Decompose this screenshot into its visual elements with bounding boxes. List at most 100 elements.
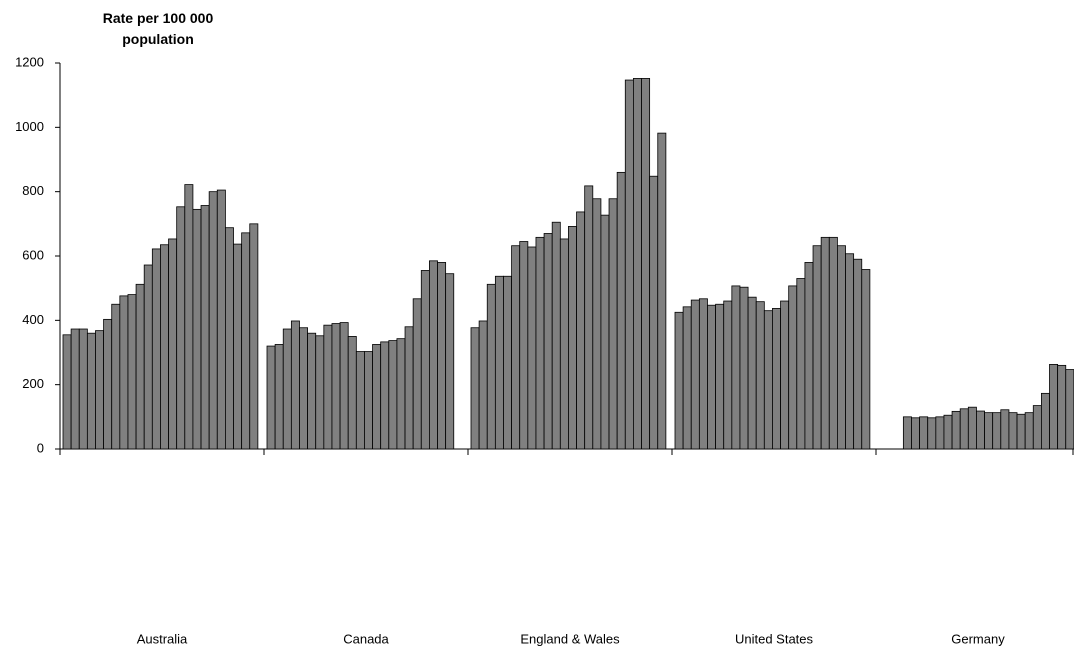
bar bbox=[331, 323, 341, 450]
bar bbox=[845, 253, 855, 450]
bar bbox=[95, 330, 105, 450]
bar bbox=[266, 345, 276, 450]
bar bbox=[828, 236, 838, 450]
bar bbox=[1016, 413, 1026, 450]
bar bbox=[241, 232, 251, 450]
bar bbox=[200, 205, 210, 450]
bar bbox=[568, 226, 577, 450]
bar bbox=[853, 258, 863, 450]
bar bbox=[919, 416, 929, 450]
bar bbox=[445, 273, 455, 450]
y-tick-label: 0 bbox=[37, 440, 44, 455]
bar bbox=[249, 223, 259, 450]
bar bbox=[739, 286, 749, 450]
y-tick-label: 1200 bbox=[15, 54, 44, 69]
bar bbox=[715, 303, 725, 450]
bar bbox=[151, 248, 161, 450]
bar bbox=[527, 246, 537, 450]
bar bbox=[192, 208, 202, 450]
bar bbox=[494, 275, 504, 450]
y-tick-label: 200 bbox=[22, 376, 44, 391]
bar bbox=[707, 304, 716, 450]
bar bbox=[282, 328, 292, 450]
bar bbox=[649, 175, 659, 450]
x-tick-label: United States bbox=[735, 631, 814, 646]
bar bbox=[698, 298, 708, 450]
bar bbox=[111, 303, 121, 450]
bar bbox=[315, 335, 325, 450]
bar bbox=[951, 410, 961, 450]
bar bbox=[747, 296, 757, 450]
bar bbox=[233, 243, 243, 450]
bar bbox=[486, 283, 496, 450]
bar bbox=[1057, 364, 1067, 450]
x-tick-label: Germany bbox=[951, 631, 1005, 646]
bar bbox=[404, 326, 414, 450]
bar bbox=[559, 238, 569, 450]
bar bbox=[428, 260, 438, 450]
bar bbox=[299, 327, 309, 450]
bar bbox=[959, 408, 969, 450]
bar bbox=[470, 327, 480, 450]
bar bbox=[943, 414, 953, 450]
y-axis-title: Rate per 100 000 population bbox=[102, 10, 214, 47]
bar bbox=[380, 341, 390, 450]
bar bbox=[372, 344, 382, 450]
bar bbox=[1065, 369, 1074, 450]
bar bbox=[902, 416, 912, 450]
bar bbox=[592, 198, 602, 450]
bar bbox=[396, 338, 406, 450]
bar bbox=[103, 318, 113, 450]
bar bbox=[657, 132, 667, 450]
bar bbox=[70, 328, 80, 450]
bar bbox=[119, 295, 129, 450]
bar bbox=[176, 206, 186, 450]
bar bbox=[584, 185, 594, 450]
bar bbox=[608, 198, 618, 450]
bar bbox=[543, 233, 553, 450]
bar bbox=[935, 416, 945, 450]
bar bbox=[347, 336, 357, 450]
bar bbox=[290, 320, 300, 450]
bar bbox=[143, 264, 153, 450]
bar bbox=[519, 241, 529, 450]
y-tick-label: 600 bbox=[22, 247, 44, 262]
bar bbox=[723, 300, 733, 450]
bar bbox=[927, 417, 937, 450]
bar bbox=[690, 299, 700, 450]
bar bbox=[576, 211, 586, 450]
bar bbox=[224, 227, 234, 450]
bar bbox=[323, 324, 333, 450]
bar bbox=[984, 412, 994, 450]
bar bbox=[911, 417, 920, 450]
bar bbox=[1049, 364, 1059, 450]
bar bbox=[551, 221, 561, 450]
bar bbox=[216, 189, 226, 450]
bar bbox=[967, 406, 977, 450]
bar bbox=[420, 270, 430, 450]
bar bbox=[208, 191, 218, 450]
bar bbox=[1032, 405, 1042, 450]
bar bbox=[1008, 412, 1018, 450]
bar bbox=[339, 322, 349, 450]
bar bbox=[355, 351, 365, 450]
y-tick-label: 400 bbox=[22, 312, 44, 327]
bar bbox=[755, 301, 765, 450]
bar bbox=[364, 351, 373, 450]
x-tick-label: Australia bbox=[137, 631, 188, 646]
bar bbox=[62, 334, 72, 450]
bar bbox=[160, 244, 169, 450]
bar bbox=[135, 283, 145, 450]
bar bbox=[1024, 412, 1034, 450]
bar bbox=[511, 245, 521, 450]
bar bbox=[274, 344, 284, 450]
bar bbox=[682, 306, 692, 450]
x-tick-label: England & Wales bbox=[520, 631, 620, 646]
bar bbox=[674, 311, 684, 450]
bar bbox=[600, 214, 610, 450]
bar bbox=[812, 245, 822, 450]
bar bbox=[616, 171, 626, 450]
bar bbox=[641, 78, 651, 450]
bar bbox=[437, 262, 447, 450]
